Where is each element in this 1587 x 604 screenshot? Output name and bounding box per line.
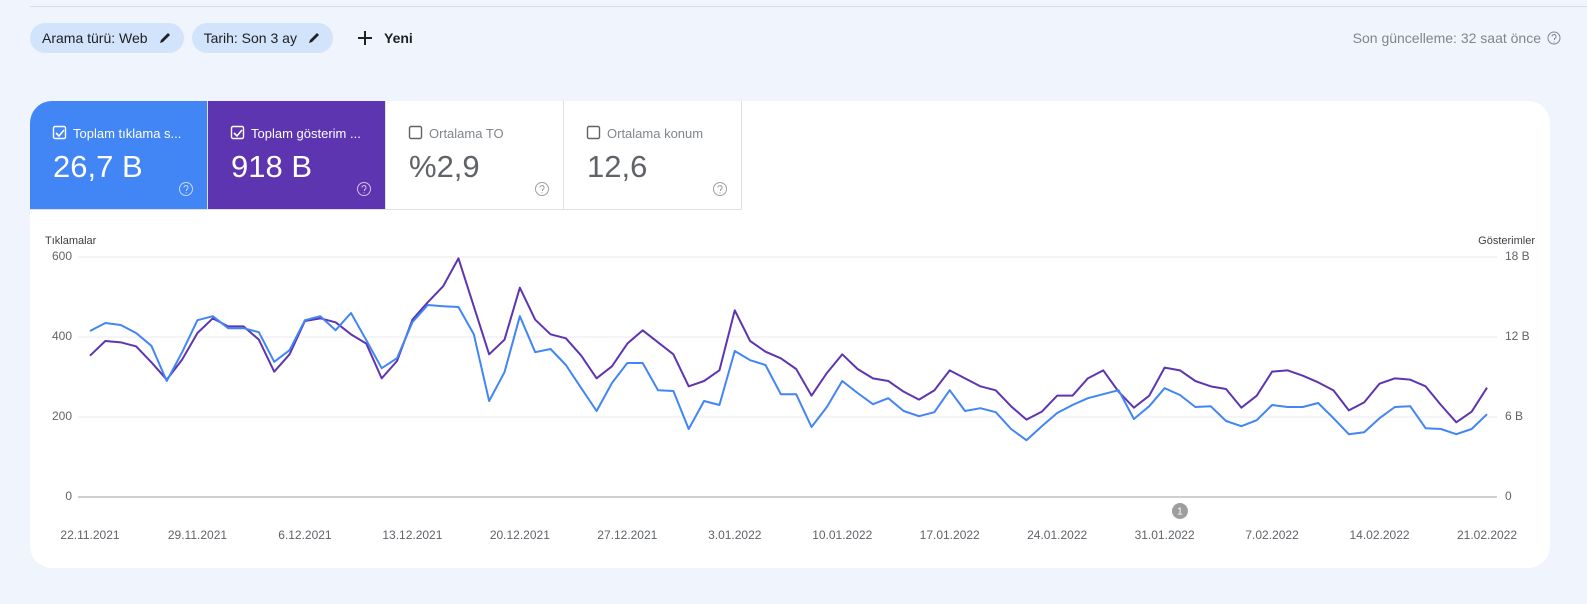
- annotation-marker: [1171, 503, 1188, 519]
- help-glyph: [183, 185, 189, 194]
- filter-chip[interactable]: Tarih: Son 3 ay: [191, 23, 333, 53]
- y-axis-title: Tıklamalar: [45, 235, 97, 247]
- metric-card[interactable]: Toplam gösterim ... 918 B: [208, 101, 386, 210]
- help-icon: [179, 182, 193, 196]
- metric-card[interactable]: Ortalama konum 12,6: [564, 101, 742, 210]
- y2-tick-label: 6 B: [1505, 409, 1523, 423]
- x-tick-label: 14.02.2022: [1350, 528, 1410, 542]
- metric-value: 12,6: [587, 149, 648, 184]
- y2-tick-label: 18 B: [1505, 249, 1530, 263]
- metric-card[interactable]: Toplam tıklama s... 26,7 B: [30, 101, 208, 210]
- help-circle: [357, 182, 371, 196]
- x-tick-label: 3.01.2022: [708, 528, 762, 542]
- x-tick-label: 21.02.2022: [1457, 528, 1517, 542]
- edit-icon: [308, 33, 319, 43]
- series-line: [89, 257, 1488, 424]
- metric-label: Toplam tıklama s...: [73, 126, 182, 141]
- y2-axis-title: Gösterimler: [1478, 235, 1535, 247]
- divider: [30, 6, 1587, 7]
- pencil: [159, 33, 170, 43]
- new-label: Yeni: [384, 30, 413, 46]
- y-tick-label: 0: [65, 489, 72, 503]
- metric-value: 26,7 B: [53, 149, 143, 184]
- x-tick-label: 6.12.2021: [278, 528, 332, 542]
- x-tick-label: 7.02.2022: [1245, 528, 1299, 542]
- series-line: [89, 304, 1488, 442]
- checkbox-box: [230, 125, 245, 140]
- x-tick-label: 20.12.2021: [490, 528, 550, 542]
- last-update-text: Son güncelleme: 32 saat önce: [1352, 30, 1541, 46]
- checkbox-box: [586, 125, 601, 140]
- help-circle: [535, 182, 549, 196]
- help-circle: [713, 182, 727, 196]
- help-glyph: [539, 185, 545, 194]
- help-glyph: [361, 185, 367, 194]
- help-icon: [713, 182, 727, 196]
- filter-label: Tarih: Son 3 ay: [203, 30, 297, 46]
- x-tick-label: 17.01.2022: [920, 528, 980, 542]
- filter-chip[interactable]: Arama türü: Web: [30, 23, 184, 53]
- annotation-label: 1: [1177, 507, 1183, 518]
- help-glyph: [717, 185, 723, 194]
- metric-value: 918 B: [231, 149, 313, 184]
- pencil: [308, 33, 319, 43]
- x-tick-label: 31.01.2022: [1135, 528, 1195, 542]
- checkbox-box: [52, 125, 67, 140]
- y2-tick-label: 0: [1505, 489, 1512, 503]
- help-circle: [179, 182, 193, 196]
- y2-tick-label: 12 B: [1505, 329, 1530, 343]
- checkbox: [586, 125, 601, 140]
- checkbox: [230, 125, 245, 140]
- checkbox: [408, 125, 423, 140]
- metric-label: Toplam gösterim ...: [251, 126, 361, 141]
- x-tick-label: 24.01.2022: [1027, 528, 1087, 542]
- metric-card[interactable]: Ortalama TO %2,9: [386, 101, 564, 210]
- metric-label: Ortalama TO: [429, 126, 504, 141]
- x-tick-label: 29.11.2021: [168, 528, 227, 542]
- edit-icon: [159, 33, 170, 43]
- y-tick-label: 200: [52, 409, 72, 423]
- plus-icon: [358, 31, 372, 45]
- x-tick-label: 10.01.2022: [812, 528, 872, 542]
- x-tick-label: 13.12.2021: [382, 528, 442, 542]
- x-tick-label: 22.11.2021: [60, 528, 119, 542]
- checkmark: [233, 129, 243, 138]
- checkbox: [52, 125, 67, 140]
- help-icon: [535, 182, 549, 196]
- metric-label: Ortalama konum: [607, 126, 704, 141]
- x-tick-label: 27.12.2021: [597, 528, 657, 542]
- last-update: Son güncelleme: 32 saat önce: [1353, 30, 1561, 46]
- filter-label: Arama türü: Web: [42, 30, 148, 46]
- y-tick-label: 400: [52, 329, 72, 343]
- metric-value: %2,9: [409, 149, 480, 184]
- help-icon[interactable]: [1547, 31, 1561, 45]
- checkbox-box: [408, 125, 423, 140]
- help-icon: [357, 182, 371, 196]
- y-tick-label: 600: [52, 249, 72, 263]
- checkmark: [55, 129, 65, 138]
- new-button[interactable]: Yeni: [356, 23, 413, 53]
